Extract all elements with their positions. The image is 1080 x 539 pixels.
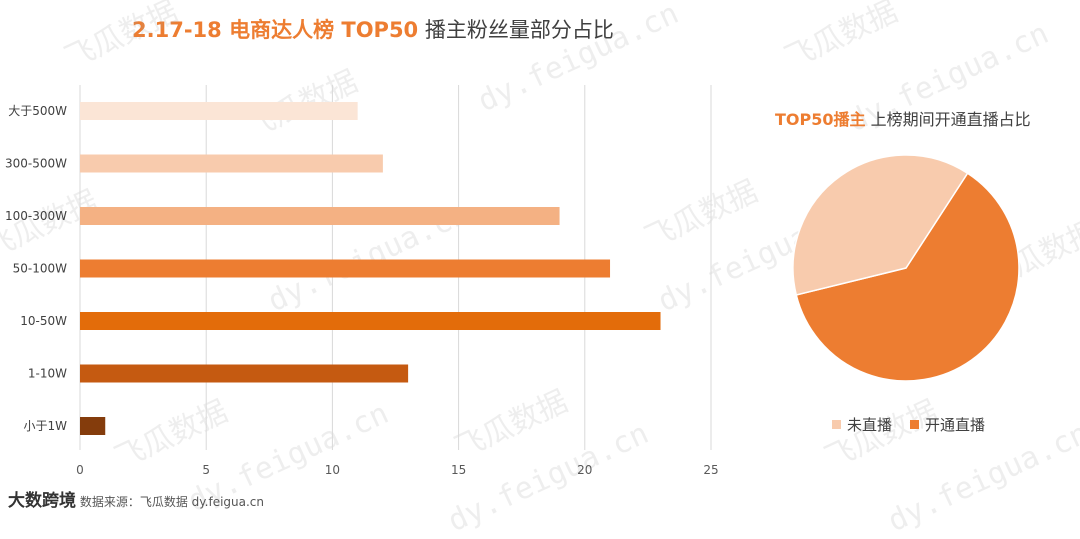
category-label: 100-300W [5, 209, 67, 223]
category-label: 50-100W [13, 262, 68, 276]
bar [80, 207, 560, 225]
bar [80, 259, 611, 278]
chart-title-highlight: 2.17-18 电商达人榜 TOP50 [132, 18, 419, 42]
bar [80, 364, 409, 383]
category-label: 大于500W [8, 104, 67, 118]
category-label: 小于1W [23, 419, 67, 433]
x-tick-label: 5 [202, 463, 210, 477]
x-tick-label: 25 [703, 463, 718, 477]
footer: 大数跨境 数据来源：飞瓜数据 dy.feigua.cn [8, 486, 264, 511]
legend-item-not-live: 未直播 [832, 414, 892, 435]
pie-title: TOP50播主 上榜期间开通直播占比 [775, 106, 1031, 130]
category-label: 1-10W [28, 367, 67, 381]
bar [80, 154, 383, 173]
legend-label-live: 开通直播 [925, 416, 986, 434]
legend-label-not-live: 未直播 [847, 416, 893, 434]
pie-slice [792, 154, 969, 296]
pie-title-rest: 上榜期间开通直播占比 [865, 110, 1031, 129]
bar [80, 102, 358, 120]
legend-item-live: 开通直播 [910, 414, 985, 435]
bar [80, 312, 661, 330]
pie-legend: 未直播 开通直播 [832, 414, 985, 435]
footer-logo: 大数跨境 [8, 491, 76, 511]
chart-title-rest: 播主粉丝量部分占比 [424, 18, 614, 42]
x-tick-label: 10 [325, 463, 340, 477]
category-label: 300-500W [5, 157, 67, 171]
x-tick-label: 20 [577, 463, 592, 477]
x-tick-label: 0 [76, 463, 84, 477]
x-tick-label: 15 [451, 463, 466, 477]
legend-swatch-not-live [832, 420, 841, 429]
legend-swatch-live [910, 420, 920, 429]
footer-source: 数据来源：飞瓜数据 dy.feigua.cn [79, 495, 265, 509]
pie-chart [792, 154, 1020, 382]
chart-title: 2.17-18 电商达人榜 TOP50 播主粉丝量部分占比 [132, 14, 614, 44]
bar [80, 417, 106, 435]
pie-title-highlight: TOP50播主 [775, 110, 866, 129]
category-label: 10-50W [20, 314, 67, 328]
watermark-text: 飞瓜数据 [779, 0, 904, 77]
pie-slice [795, 172, 1020, 382]
bar-chart: 0 5 10 15 20 25 大于500W 300-500W 100-300W 50-100W 1… [5, 85, 719, 477]
